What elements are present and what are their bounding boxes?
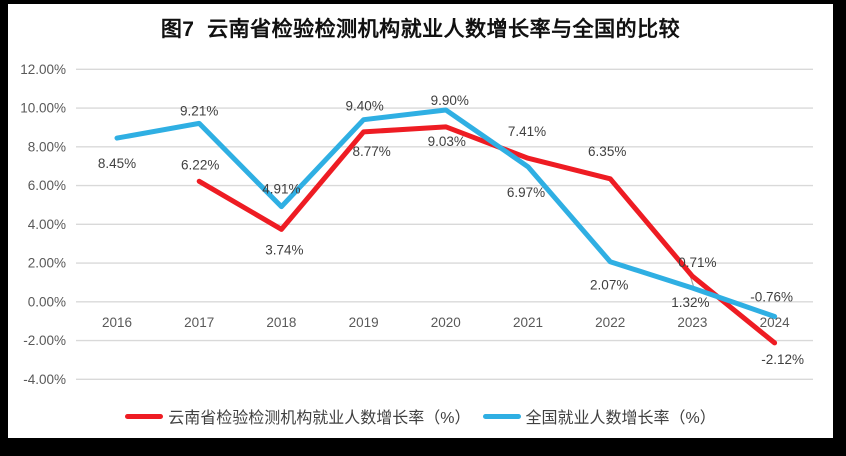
chart-title: 图7 云南省检验检测机构就业人数增长率与全国的比较 [160,18,681,41]
data-label: 6.97% [507,185,545,200]
x-axis-tick-label: 2017 [184,315,214,330]
data-label: -0.76% [750,290,793,305]
y-axis-tick-label: 0.00% [28,294,66,309]
legend-item-yunnan: 云南省检验检测机构就业人数增长率（%） [125,404,471,428]
data-label: 1.32% [671,295,709,310]
data-label: 8.45% [98,156,136,171]
y-axis-tick-label: 2.00% [28,256,66,271]
data-label: 2.07% [590,278,628,293]
y-axis-tick-label: 4.00% [28,217,66,232]
y-axis-tick-label: -4.00% [23,372,66,387]
x-axis-tick-label: 2022 [595,315,625,330]
series-line-national [114,107,778,320]
data-label: 9.40% [345,99,383,114]
y-axis-tick-label: 6.00% [28,178,66,193]
x-axis-tick-label: 2019 [349,315,379,330]
x-axis-tick-label: 2023 [677,315,707,330]
data-label: 0.71% [678,255,716,270]
x-axis-tick-label: 2018 [266,315,296,330]
data-label: 6.35% [588,144,626,159]
x-axis-tick-label: 2021 [513,315,543,330]
x-axis-tick-label: 2024 [760,315,791,330]
y-axis-tick-label: -2.00% [23,333,66,348]
y-axis-tick-label: 10.00% [20,101,66,116]
data-label: -2.12% [761,352,804,367]
data-label: 9.03% [428,134,466,149]
chart-page [8,4,833,438]
x-axis-tick-label: 2016 [102,315,132,330]
legend-swatch-national-icon [482,413,521,419]
legend-label-national: 全国就业人数增长率（%） [525,410,716,427]
data-label: 8.77% [352,144,390,159]
data-label: 6.22% [181,157,219,172]
legend-swatch-yunnan-icon [125,413,164,419]
data-label: 4.91% [262,182,300,197]
legend-item-national: 全国就业人数增长率（%） [482,404,716,428]
y-axis-tick-label: 8.00% [28,139,66,154]
legend-label-yunnan: 云南省检验检测机构就业人数增长率（%） [168,410,471,427]
y-axis-tick-label: 12.00% [20,62,66,77]
chart-legend: 云南省检验检测机构就业人数增长率（%） 全国就业人数增长率（%） [8,404,833,428]
data-label: 3.74% [265,242,303,257]
series-line-yunnan [196,124,778,346]
data-label: 9.90% [431,93,469,108]
data-label: 7.41% [508,124,546,139]
data-label: 9.21% [180,103,218,118]
x-axis-tick-label: 2020 [431,315,461,330]
